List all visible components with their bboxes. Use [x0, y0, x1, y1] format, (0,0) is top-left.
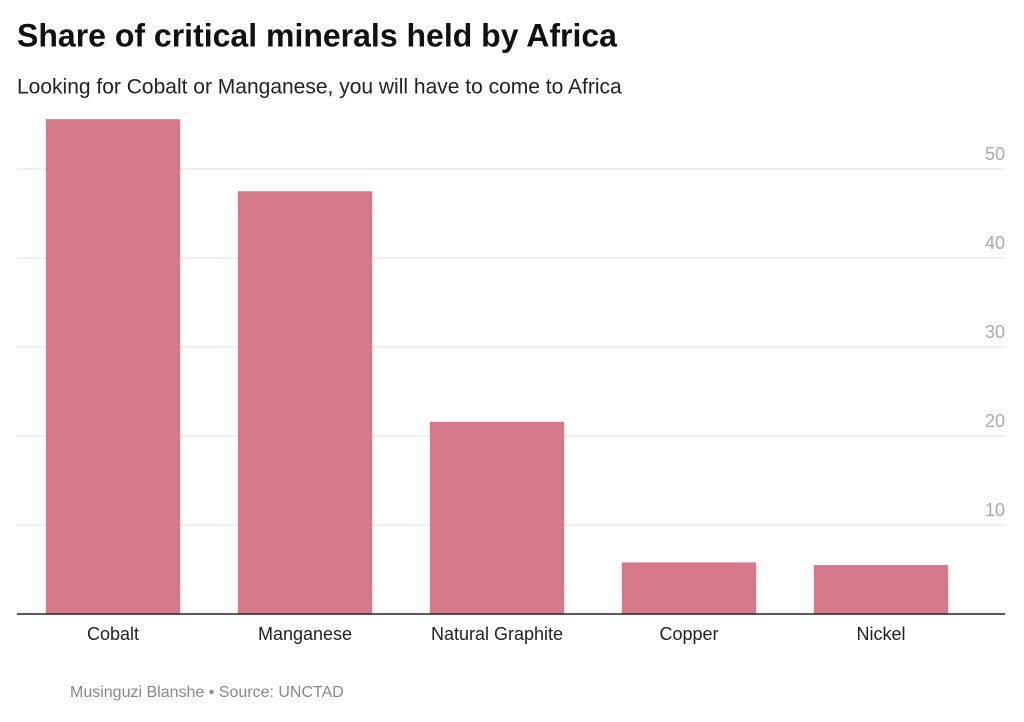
- bar: [429, 421, 565, 614]
- x-tick-label: Manganese: [258, 624, 352, 644]
- bar: [621, 562, 757, 614]
- x-tick-label: Natural Graphite: [431, 624, 563, 644]
- bar: [813, 565, 949, 614]
- bar: [45, 119, 181, 614]
- y-tick-label: 20: [985, 411, 1005, 431]
- source-note: Musinguzi Blanshe • Source: UNCTAD: [70, 684, 344, 701]
- x-tick-label: Nickel: [856, 624, 905, 644]
- y-tick-label: 50: [985, 144, 1005, 164]
- y-tick-label: 40: [985, 233, 1005, 253]
- x-tick-label: Cobalt: [87, 624, 139, 644]
- chart-title: Share of critical minerals held by Afric…: [17, 17, 617, 53]
- chart-subtitle: Looking for Cobalt or Manganese, you wil…: [17, 76, 622, 99]
- y-tick-label: 10: [985, 500, 1005, 520]
- bar: [237, 191, 373, 614]
- x-tick-label: Copper: [659, 624, 718, 644]
- y-tick-label: 30: [985, 322, 1005, 342]
